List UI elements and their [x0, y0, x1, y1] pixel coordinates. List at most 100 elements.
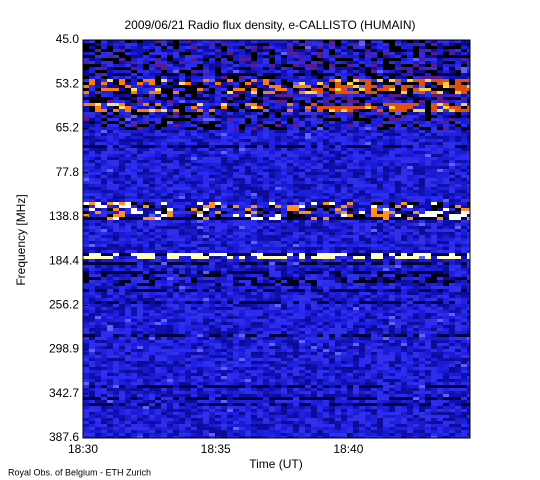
- spectrogram-cell: [335, 148, 341, 151]
- spectrogram-cell: [107, 61, 113, 64]
- spectrogram-cell: [401, 61, 407, 64]
- spectrogram-cell: [113, 196, 119, 199]
- spectrogram-cell: [203, 211, 209, 214]
- spectrogram-cell: [371, 118, 377, 121]
- spectrogram-cell: [269, 58, 275, 61]
- spectrogram-cell: [449, 181, 455, 184]
- spectrogram-cell: [377, 247, 383, 250]
- spectrogram-cell: [311, 100, 317, 103]
- spectrogram-cell: [131, 250, 137, 253]
- spectrogram-cell: [149, 211, 155, 214]
- spectrogram-cell: [89, 223, 95, 226]
- spectrogram-cell: [305, 262, 311, 265]
- spectrogram-cell: [293, 244, 299, 247]
- spectrogram-cell: [449, 82, 455, 85]
- spectrogram-cell: [377, 253, 383, 256]
- spectrogram-cell: [425, 190, 431, 193]
- spectrogram-cell: [449, 46, 455, 49]
- spectrogram-cell: [335, 112, 341, 115]
- spectrogram-cell: [257, 247, 263, 250]
- spectrogram-cell: [407, 88, 413, 91]
- spectrogram-cell: [401, 229, 407, 232]
- spectrogram-cell: [227, 193, 233, 196]
- spectrogram-cell: [353, 67, 359, 70]
- spectrogram-cell: [239, 73, 245, 76]
- spectrogram-cell: [347, 256, 353, 259]
- spectrogram-cell: [197, 145, 203, 148]
- spectrogram-cell: [95, 145, 101, 148]
- spectrogram-cell: [419, 145, 425, 148]
- spectrogram-cell: [419, 226, 425, 229]
- spectrogram-cell: [197, 205, 203, 208]
- spectrogram-cell: [377, 199, 383, 202]
- spectrogram-cell: [83, 184, 89, 187]
- spectrogram-cell: [455, 94, 461, 97]
- spectrogram-cell: [125, 94, 131, 97]
- spectrogram-cell: [113, 136, 119, 139]
- spectrogram-cell: [167, 166, 173, 169]
- spectrogram-cell: [83, 259, 89, 262]
- spectrogram-cell: [155, 88, 161, 91]
- spectrogram-cell: [287, 103, 293, 106]
- spectrogram-cell: [359, 208, 365, 211]
- spectrogram-cell: [245, 85, 251, 88]
- spectrogram-cell: [449, 133, 455, 136]
- spectrogram-cell: [131, 91, 137, 94]
- spectrogram-cell: [107, 67, 113, 70]
- spectrogram-cell: [221, 184, 227, 187]
- spectrogram-cell: [335, 127, 341, 130]
- spectrogram-cell: [131, 235, 137, 238]
- spectrogram-cell: [437, 46, 443, 49]
- spectrogram-cell: [377, 211, 383, 214]
- spectrogram-cell: [167, 196, 173, 199]
- spectrogram-cell: [353, 202, 359, 205]
- spectrogram-cell: [131, 85, 137, 88]
- spectrogram-cell: [233, 232, 239, 235]
- spectrogram-cell: [281, 76, 287, 79]
- spectrogram-cell: [347, 61, 353, 64]
- spectrogram-cell: [173, 160, 179, 163]
- spectrogram-cell: [239, 82, 245, 85]
- spectrogram-cell: [419, 64, 425, 67]
- spectrogram-cell: [119, 40, 125, 43]
- spectrogram-cell: [263, 196, 269, 199]
- spectrogram-cell: [281, 121, 287, 124]
- spectrogram-cell: [329, 142, 335, 145]
- spectrogram-cell: [209, 73, 215, 76]
- spectrogram-cell: [443, 61, 449, 64]
- spectrogram-cell: [155, 133, 161, 136]
- spectrogram-cell: [263, 172, 269, 175]
- spectrogram-cell: [401, 43, 407, 46]
- spectrogram-cell: [101, 196, 107, 199]
- spectrogram-cell: [467, 76, 470, 79]
- spectrogram-cell: [431, 223, 437, 226]
- spectrogram-cell: [101, 229, 107, 232]
- spectrogram-cell: [347, 229, 353, 232]
- spectrogram-cell: [443, 67, 449, 70]
- spectrogram-cell: [107, 250, 113, 253]
- spectrogram-cell: [101, 40, 107, 43]
- spectrogram-cell: [269, 145, 275, 148]
- spectrogram-cell: [203, 244, 209, 247]
- spectrogram-cell: [329, 127, 335, 130]
- spectrogram-cell: [245, 136, 251, 139]
- spectrogram-cell: [83, 79, 89, 82]
- spectrogram-cell: [461, 97, 467, 100]
- spectrogram-cell: [293, 178, 299, 181]
- spectrogram-cell: [311, 142, 317, 145]
- spectrogram-cell: [359, 262, 365, 265]
- spectrogram-cell: [281, 88, 287, 91]
- spectrogram-cell: [389, 55, 395, 58]
- spectrogram-cell: [377, 118, 383, 121]
- spectrogram-cell: [431, 253, 437, 256]
- spectrogram-cell: [455, 226, 461, 229]
- spectrogram-cell: [455, 187, 461, 190]
- spectrogram-cell: [461, 109, 467, 112]
- spectrogram-cell: [323, 163, 329, 166]
- spectrogram-cell: [437, 208, 443, 211]
- spectrogram-cell: [251, 256, 257, 259]
- spectrogram-cell: [101, 151, 107, 154]
- spectrogram-cell: [269, 265, 275, 268]
- spectrogram-cell: [89, 88, 95, 91]
- spectrogram-cell: [311, 265, 317, 268]
